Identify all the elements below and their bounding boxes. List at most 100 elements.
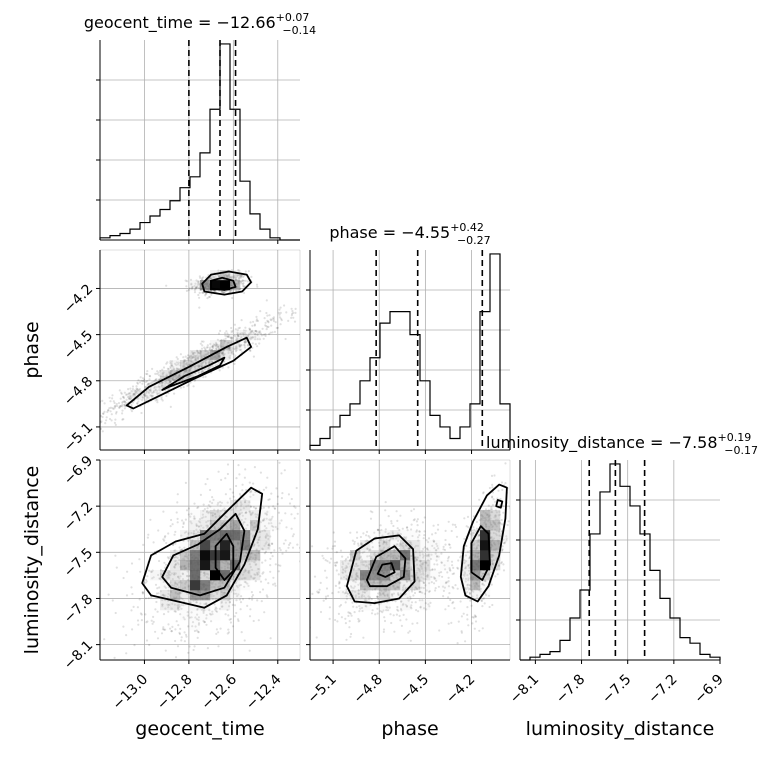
sample-point xyxy=(156,610,159,613)
sample-point xyxy=(421,553,424,556)
sample-point xyxy=(197,525,201,528)
sample-point xyxy=(204,363,207,366)
sample-point xyxy=(363,560,367,563)
sample-point xyxy=(447,580,450,583)
sample-point xyxy=(425,554,428,557)
sample-point xyxy=(350,614,353,617)
sample-point xyxy=(220,290,223,293)
sample-point xyxy=(152,391,155,394)
sample-point xyxy=(254,333,257,336)
sample-point xyxy=(398,542,402,545)
sample-point xyxy=(197,616,200,619)
sample-point xyxy=(472,590,475,593)
sample-point xyxy=(239,508,242,512)
sample-point xyxy=(251,512,254,515)
sample-point xyxy=(234,499,237,502)
sample-point xyxy=(164,389,167,392)
sample-point xyxy=(161,368,164,371)
sample-point xyxy=(325,576,328,579)
sample-point xyxy=(402,602,405,606)
sample-point xyxy=(331,592,334,595)
sample-point xyxy=(420,579,423,583)
density-cell xyxy=(220,340,231,351)
sample-point xyxy=(191,356,194,359)
sample-point xyxy=(118,406,121,409)
density-cell xyxy=(210,590,221,601)
sample-point xyxy=(226,463,230,466)
sample-point xyxy=(183,359,186,362)
sample-point xyxy=(187,357,190,360)
sample-point xyxy=(202,361,205,364)
sample-point xyxy=(176,561,179,565)
sample-point xyxy=(176,556,179,559)
sample-point xyxy=(264,324,267,327)
sample-point xyxy=(168,370,171,373)
sample-point xyxy=(507,520,510,523)
sample-point xyxy=(449,546,452,549)
sample-point xyxy=(182,604,185,607)
sample-point xyxy=(430,581,433,584)
sample-point xyxy=(386,606,389,609)
sample-point xyxy=(409,639,412,642)
sample-point xyxy=(148,374,151,377)
sample-point xyxy=(244,468,247,471)
sample-point xyxy=(141,380,144,383)
sample-point xyxy=(224,514,227,517)
sample-point xyxy=(347,611,350,614)
sample-point xyxy=(235,347,238,350)
sample-point xyxy=(93,412,95,414)
sample-point xyxy=(224,337,227,340)
sample-point xyxy=(166,571,169,574)
sample-point xyxy=(161,605,164,608)
sample-point xyxy=(133,393,136,396)
sample-point xyxy=(346,592,350,595)
sample-point xyxy=(443,586,446,589)
contour-line xyxy=(201,270,253,296)
sample-point xyxy=(114,418,117,421)
sample-point xyxy=(148,382,151,385)
sample-point xyxy=(187,531,190,535)
sample-point xyxy=(174,628,177,631)
sample-point xyxy=(265,533,268,536)
sample-point xyxy=(192,517,196,520)
density-cell xyxy=(210,280,221,291)
sample-point xyxy=(205,623,208,626)
sample-point xyxy=(137,400,140,403)
sample-point xyxy=(274,525,277,529)
sample-point xyxy=(477,534,480,538)
sample-point xyxy=(202,516,205,519)
sample-point xyxy=(344,584,347,587)
sample-point xyxy=(88,411,90,413)
sample-point xyxy=(354,577,357,580)
sample-point xyxy=(369,603,372,607)
sample-point xyxy=(139,390,142,393)
sample-point xyxy=(202,619,205,623)
sample-point xyxy=(232,275,235,278)
sample-point xyxy=(197,280,200,283)
density-cell xyxy=(210,510,221,521)
sample-point xyxy=(162,593,165,597)
sample-point xyxy=(179,627,182,631)
sample-point xyxy=(238,345,242,348)
sample-point xyxy=(279,323,282,326)
sample-point xyxy=(242,333,245,336)
sample-point xyxy=(176,607,180,610)
sample-point xyxy=(163,376,166,379)
sample-point xyxy=(162,371,165,374)
sample-point xyxy=(335,551,338,554)
sample-point xyxy=(345,595,348,598)
sample-point xyxy=(194,358,198,361)
sample-point xyxy=(145,396,149,399)
sample-point xyxy=(267,546,270,550)
sample-point xyxy=(145,390,148,393)
sample-point xyxy=(236,335,239,338)
sample-point xyxy=(201,277,204,280)
sample-point xyxy=(211,511,214,515)
sample-point xyxy=(355,562,358,565)
sample-point xyxy=(258,568,261,571)
sample-point xyxy=(270,517,273,520)
sample-point xyxy=(228,601,231,604)
sample-point xyxy=(367,597,370,601)
sample-point xyxy=(184,518,187,521)
sample-point xyxy=(185,289,188,292)
